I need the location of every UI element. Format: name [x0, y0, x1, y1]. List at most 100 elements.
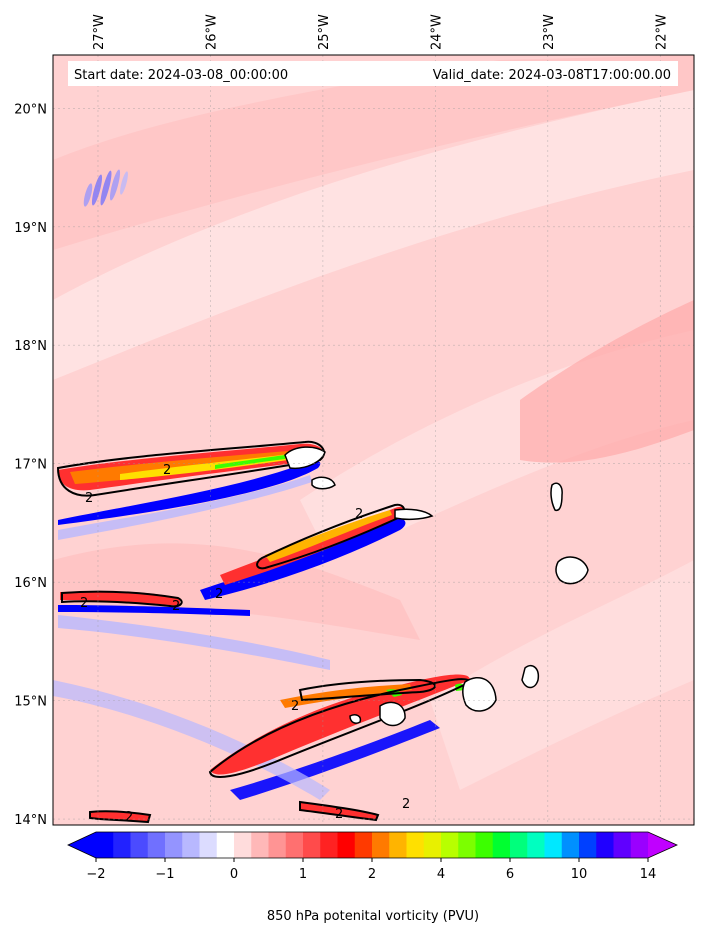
colorbar-swatch [268, 832, 287, 858]
colorbar-swatch [406, 832, 425, 858]
colorbar-swatch [182, 832, 200, 858]
blue-band [200, 518, 406, 600]
colorbar-swatch [561, 832, 580, 858]
island-fogo [379, 701, 406, 727]
info-box [68, 61, 678, 86]
colorbar-swatch [130, 832, 149, 858]
latitude-tick-label: 14°N [14, 813, 47, 828]
colorbar-swatch [492, 832, 511, 858]
island-santiago [462, 677, 497, 712]
contour-label: 2 [163, 463, 171, 478]
contour-label: 2 [80, 596, 88, 611]
contour-label: 2 [291, 699, 299, 714]
island-maio [521, 664, 540, 689]
colorbar-swatch [458, 832, 476, 858]
contour-label: 2 [402, 797, 410, 812]
longitude-tick-label: 24°W [429, 14, 444, 50]
colorbar-swatch [596, 832, 614, 858]
blue-band-light [53, 680, 330, 800]
colorbar-extend-max [648, 832, 677, 858]
colorbar-tick-label: 6 [506, 867, 514, 882]
start-date-label: Start date: 2024-03-08_00:00:00 [74, 68, 288, 83]
colorbar-swatch [630, 832, 649, 858]
colorbar-tick-label: 1 [299, 867, 307, 882]
island-sal [550, 482, 563, 512]
colorbar-swatch [579, 832, 597, 858]
colorbar-extend-min [68, 832, 96, 858]
latitude-tick-label: 18°N [14, 339, 47, 354]
colorbar-swatch [303, 832, 321, 858]
light-band [430, 560, 694, 790]
valid-date-label: Valid_date: 2024-03-08T17:00:00.00 [433, 68, 671, 83]
blue-band [230, 720, 440, 800]
blue-band [58, 605, 250, 616]
contour-label: 2 [172, 599, 180, 614]
island-boa-vista [555, 556, 589, 585]
blue-band-light [58, 615, 330, 670]
colorbar-tick-label: 14 [640, 867, 657, 882]
longitude-tick-label: 23°W [542, 14, 557, 50]
colorbar-swatch [354, 832, 373, 858]
pink-region [520, 300, 694, 463]
colorbar-swatch [389, 832, 407, 858]
colorbar-swatch [372, 832, 390, 858]
pv-contour [61, 590, 183, 608]
pv-contour [299, 800, 380, 822]
colorbar-swatch [96, 832, 114, 858]
latitude-tick-labels: 20°N 19°N 18°N 17°N 16°N 15°N 14°N [14, 102, 47, 828]
gridlines [53, 55, 694, 825]
colorbar: −2 −1 0 1 2 4 6 10 14 [67, 831, 678, 882]
colorbar-tick-label: −1 [155, 867, 174, 882]
red-band [300, 802, 378, 820]
colorbar-swatch [165, 832, 183, 858]
longitude-tick-label: 27°W [92, 14, 107, 50]
latitude-tick-label: 17°N [14, 458, 47, 473]
contour-label: 2 [125, 810, 133, 825]
colorbar-title: 850 hPa potenital vorticity (PVU) [267, 909, 479, 924]
latitude-tick-label: 15°N [14, 695, 47, 710]
colorbar-tick-label: 0 [230, 867, 238, 882]
island-sao-vicente [311, 476, 336, 490]
colorbar-tick-label: 4 [437, 867, 445, 882]
orange-band [280, 684, 412, 708]
island-santo-antao [284, 446, 326, 470]
latitude-tick-label: 19°N [14, 221, 47, 236]
longitude-tick-labels: 27°W 26°W 25°W 24°W 23°W 22°W [92, 14, 669, 50]
colorbar-swatch [423, 832, 442, 858]
colorbar-swatch [113, 832, 131, 858]
colorbar-swatch [147, 832, 166, 858]
colorbar-tick-label: −2 [86, 867, 105, 882]
colorbar-swatch [527, 832, 545, 858]
contour-label: 2 [85, 491, 93, 506]
pv-contour [298, 678, 436, 702]
latitude-tick-label: 16°N [14, 576, 47, 591]
longitude-tick-label: 22°W [654, 14, 669, 50]
colorbar-swatch [441, 832, 459, 858]
contour-label: 2 [335, 807, 343, 822]
colorbar-swatch [510, 832, 528, 858]
blue-band [58, 460, 321, 525]
red-band [210, 674, 470, 775]
pv-field: 2 2 2 2 2 2 2 2 2 2 [53, 55, 694, 825]
colorbar-swatch [251, 832, 269, 858]
colorbar-swatch [234, 832, 252, 858]
latitude-tick-label: 20°N [14, 102, 47, 117]
island-brava [349, 714, 362, 724]
light-band [53, 90, 694, 380]
colorbar-swatch [199, 832, 218, 858]
coastlines [284, 446, 589, 727]
colorbar-swatch [337, 832, 356, 858]
colorbar-swatch [475, 832, 494, 858]
contour-labels: 2 2 2 2 2 2 2 2 2 2 [80, 463, 410, 825]
colorbar-swatch [216, 832, 235, 858]
colorbar-tick-label: 10 [571, 867, 588, 882]
colorbar-swatch [285, 832, 304, 858]
pv-contour [89, 810, 152, 824]
island-sao-nicolau [394, 508, 434, 521]
orange-band [265, 510, 392, 562]
longitude-tick-label: 25°W [317, 14, 332, 50]
blue-wave-pattern [83, 169, 128, 207]
plot-frame [52, 54, 695, 826]
contour-label: 2 [215, 587, 223, 602]
